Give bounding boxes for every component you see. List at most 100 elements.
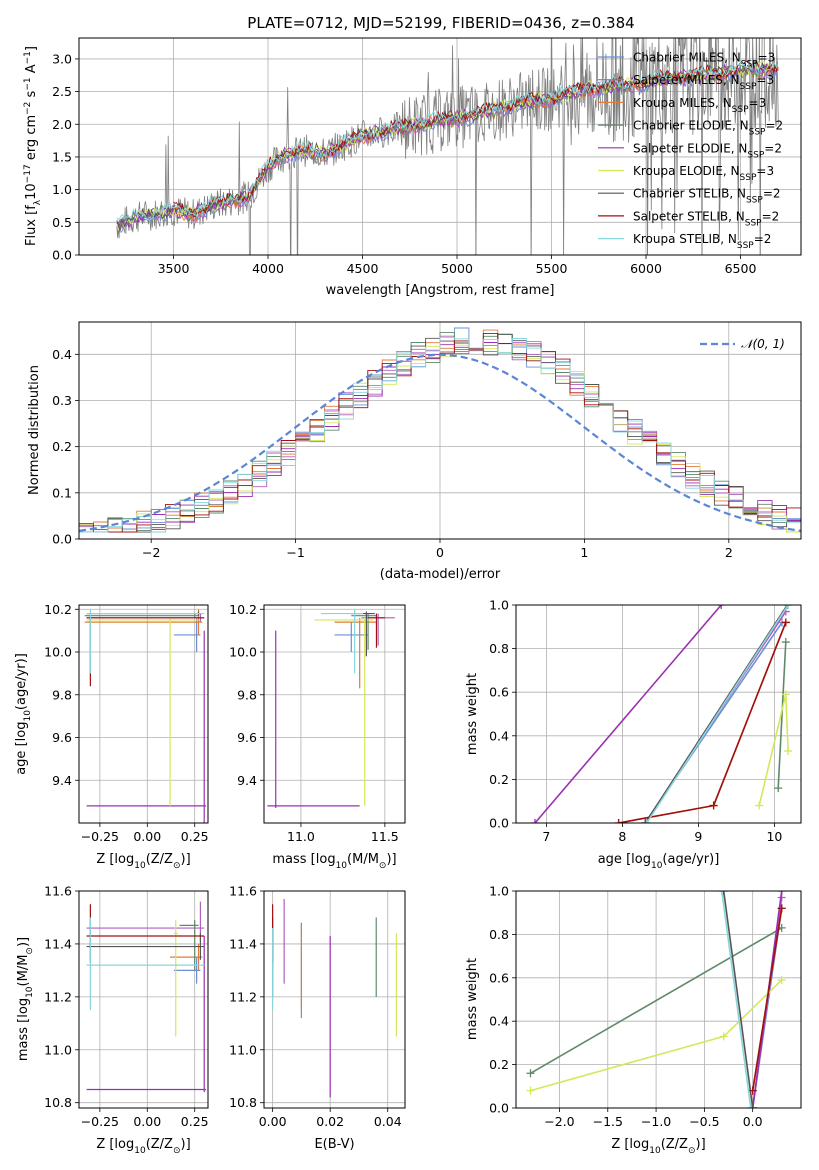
- plot-area: [272, 898, 397, 1098]
- label-part: N: [738, 141, 747, 155]
- axes-frame: [78, 890, 209, 1109]
- label-part: 10: [24, 183, 39, 200]
- x-tick-label: 0.0: [743, 1114, 763, 1129]
- mass-weight-marker: [784, 605, 793, 609]
- mass-weight-marker: [526, 1069, 535, 1078]
- mass-weight-line: [751, 908, 783, 1091]
- label-part: N: [736, 209, 745, 223]
- x-axis-label: wavelength [Angstrom, rest frame]: [326, 283, 555, 298]
- plot-area: [526, 891, 786, 1108]
- label-part: SSP: [737, 241, 754, 251]
- label-part: =2: [764, 141, 782, 155]
- plot-area: [116, 38, 779, 255]
- y-tick-label: 11.4: [229, 936, 257, 951]
- label-part: =2: [763, 187, 781, 201]
- x-tick-label: 3500: [158, 261, 190, 276]
- y-axis-label: Normed distribution: [27, 365, 42, 495]
- label-part: 10: [134, 1146, 146, 1156]
- plot-area: [531, 605, 793, 823]
- label-part: Chabrier MILES,: [633, 51, 732, 65]
- label-part: N: [731, 164, 740, 178]
- spectrum-panel: 3500 4000 4500 5000 5500 6000 6500 0.0 0.5 1.0 1.5…: [23, 37, 802, 298]
- y-tick-label: 0.4: [489, 1014, 509, 1029]
- y-axis-label: mass weight: [465, 673, 480, 755]
- x-tick-label: −2.0: [544, 1114, 574, 1129]
- x-axis-label: Z [log10(Z/Z⊙)]: [611, 1137, 705, 1156]
- mass-weight-marker: [746, 1104, 755, 1108]
- x-axis-label: (data-model)/error: [380, 567, 501, 582]
- label-part: )]: [181, 1137, 191, 1152]
- label-part: Chabrier ELODIE,: [633, 119, 740, 133]
- label-part: Z [log: [96, 852, 134, 867]
- x-axis-label: Z [log10(Z/Z⊙)]: [96, 1137, 190, 1156]
- y-tick-label: 9.6: [52, 730, 72, 745]
- model-spectrum-line: [173, 59, 779, 218]
- mass-weight-marker: [755, 801, 764, 810]
- mass-weight-marker: [777, 891, 786, 895]
- label-part: ⊙: [25, 947, 35, 955]
- label-part: SSP: [741, 60, 758, 70]
- label-part: Z [log: [611, 1137, 649, 1152]
- y-tick-label: 10.2: [44, 602, 72, 617]
- x-tick-label: −0.25: [81, 829, 119, 844]
- mass-weight-line: [721, 891, 752, 1108]
- y-tick-label: 0.0: [489, 816, 509, 831]
- label-part: ⊙: [173, 1146, 181, 1156]
- mass-weight-marker: [719, 1032, 728, 1041]
- label-part: Kroupa ELODIE,: [633, 164, 731, 178]
- label-part: 10: [336, 861, 348, 871]
- y-tick-label: 11.6: [229, 884, 257, 899]
- label-part: N: [732, 51, 741, 65]
- x-tick-label: 0.02: [316, 1114, 344, 1129]
- label-part: N: [731, 73, 740, 87]
- label-part: SSP: [746, 196, 763, 206]
- y-tick-label: 0.5: [52, 215, 72, 230]
- mass-weight-marker: [781, 690, 790, 699]
- x-tick-label: 0.04: [374, 1114, 402, 1129]
- mass-weight-marker: [777, 904, 786, 913]
- x-axis-label: mass [log10(M/M⊙)]: [272, 852, 396, 871]
- x-tick-label: 5500: [536, 261, 568, 276]
- label-part: A: [24, 64, 39, 77]
- label-part: Flux [f: [24, 205, 39, 246]
- x-tick-label: 11.5: [371, 829, 399, 844]
- x-tick-label: 6500: [725, 261, 757, 276]
- residual-histogram-step: [79, 337, 801, 539]
- y-tick-label: 10.2: [229, 602, 257, 617]
- label-part: mass [log: [272, 852, 335, 867]
- y-tick-label: 11.2: [44, 989, 72, 1004]
- axes-frame: [263, 604, 406, 824]
- y-tick-label: 3.0: [52, 51, 72, 66]
- legend-entry-label: Chabrier STELIB, NSSP=2: [633, 187, 781, 206]
- label-part: Salpeter ELODIE,: [633, 141, 738, 155]
- label-part: Z [log: [96, 1137, 134, 1152]
- label-part: =3: [749, 96, 767, 110]
- x-tick-label: −2: [142, 545, 160, 560]
- y-tick-label: 1.5: [52, 149, 72, 164]
- label-part: SSP: [732, 105, 749, 115]
- legend-entry-label: 𝒩(0, 1): [741, 337, 785, 351]
- y-tick-label: 0.4: [52, 347, 72, 362]
- y-tick-label: 11.0: [44, 1042, 72, 1057]
- mass-weight-marker: [717, 891, 726, 895]
- y-tick-label: 1.0: [489, 884, 509, 899]
- x-tick-label: 4500: [347, 261, 379, 276]
- y-tick-label: 10.0: [44, 645, 72, 660]
- mass-weight-line: [758, 694, 789, 806]
- label-part: ⊙: [379, 861, 387, 871]
- axes-frame: [263, 890, 406, 1109]
- x-tick-label: 0.25: [181, 1114, 209, 1129]
- label-part: (age/yr)]: [14, 653, 29, 710]
- y-tick-label: 10.0: [229, 645, 257, 660]
- y-tick-label: 11.2: [229, 989, 257, 1004]
- y-tick-label: 0.2: [52, 439, 72, 454]
- model-spectrum-line: [116, 59, 778, 222]
- label-part: (age/yr)]: [662, 852, 719, 867]
- label-part: =3: [756, 73, 774, 87]
- y-tick-label: 0.6: [489, 685, 509, 700]
- x-tick-label: 0.00: [259, 1114, 287, 1129]
- label-part: −1: [23, 77, 33, 90]
- label-part: (M/M: [347, 852, 379, 867]
